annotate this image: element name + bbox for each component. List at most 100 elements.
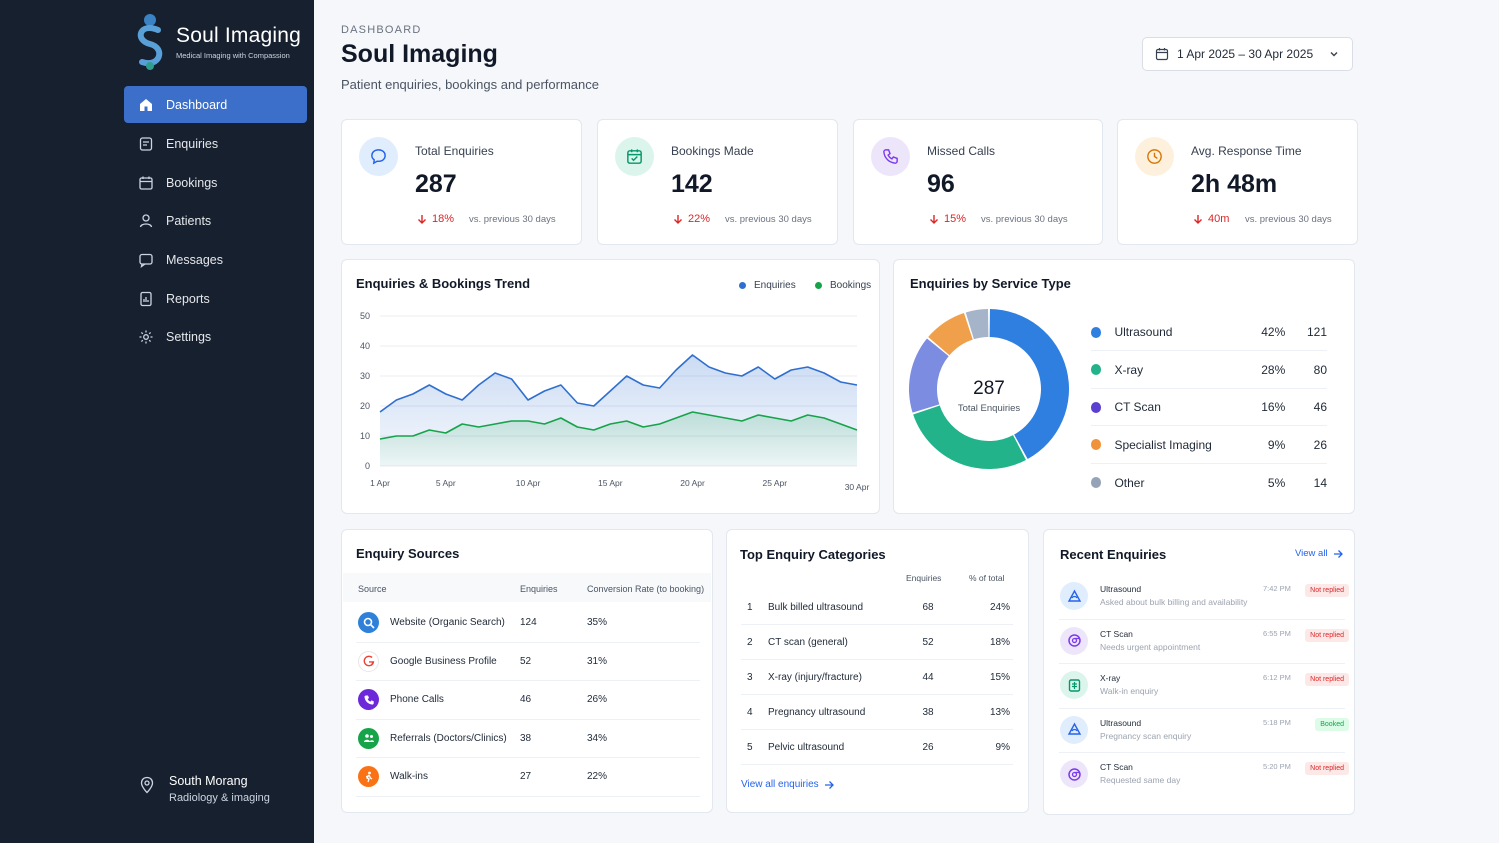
data-point-enquiries[interactable] [427, 383, 431, 387]
data-point-enquiries[interactable] [509, 377, 513, 381]
data-point-bookings[interactable] [559, 416, 563, 420]
legend-item-enquiries[interactable]: Enquiries [739, 280, 796, 291]
data-point-bookings[interactable] [707, 413, 711, 417]
data-point-enquiries[interactable] [690, 353, 694, 357]
data-point-bookings[interactable] [394, 434, 398, 438]
list-item[interactable]: CT Scan Requested same day 5:20 PM Not repl… [1059, 753, 1349, 798]
list-item[interactable]: X-ray Walk-in enquiry 6:12 PM Not replied [1059, 664, 1349, 709]
service-row[interactable]: Ultrasound 42% 121 [1091, 314, 1327, 351]
data-point-bookings[interactable] [608, 422, 612, 426]
kpi-card-bookings-made[interactable]: Bookings Made 142 22% vs. previous 30 da… [597, 119, 838, 245]
table-row[interactable]: 5 Pelvic ultrasound 26 9% [741, 730, 1013, 765]
sidebar-item-messages[interactable]: Messages [124, 241, 307, 280]
data-point-bookings[interactable] [411, 434, 415, 438]
brand[interactable]: Soul Imaging Medical Imaging with Compas… [130, 12, 301, 72]
data-point-bookings[interactable] [526, 419, 530, 423]
service-row[interactable]: X-ray 28% 80 [1091, 352, 1327, 389]
view-all-link[interactable]: View all [1295, 548, 1343, 559]
list-item[interactable]: CT Scan Needs urgent appointment 6:55 PM No… [1059, 620, 1349, 664]
data-point-bookings[interactable] [444, 431, 448, 435]
data-point-bookings[interactable] [378, 437, 382, 441]
data-point-enquiries[interactable] [378, 410, 382, 414]
data-point-enquiries[interactable] [789, 368, 793, 372]
data-point-bookings[interactable] [838, 422, 842, 426]
data-point-enquiries[interactable] [838, 380, 842, 384]
data-point-bookings[interactable] [460, 422, 464, 426]
donut-slice-x-ray[interactable] [913, 405, 1026, 469]
data-point-enquiries[interactable] [542, 389, 546, 393]
data-point-enquiries[interactable] [411, 392, 415, 396]
list-item[interactable]: Ultrasound Asked about bulk billing and a… [1059, 575, 1349, 620]
data-point-bookings[interactable] [822, 416, 826, 420]
data-point-bookings[interactable] [641, 425, 645, 429]
data-point-bookings[interactable] [674, 416, 678, 420]
data-point-enquiries[interactable] [575, 401, 579, 405]
service-row[interactable]: Specialist Imaging 9% 26 [1091, 427, 1327, 464]
data-point-enquiries[interactable] [625, 374, 629, 378]
data-point-enquiries[interactable] [460, 398, 464, 402]
data-point-bookings[interactable] [805, 413, 809, 417]
sidebar-item-reports[interactable]: Reports [124, 279, 307, 318]
data-point-enquiries[interactable] [822, 371, 826, 375]
data-point-bookings[interactable] [723, 416, 727, 420]
data-point-enquiries[interactable] [657, 386, 661, 390]
kpi-card-missed-calls[interactable]: Missed Calls 96 15% vs. previous 30 days [853, 119, 1103, 245]
data-point-enquiries[interactable] [444, 392, 448, 396]
data-point-enquiries[interactable] [707, 365, 711, 369]
data-point-enquiries[interactable] [394, 398, 398, 402]
data-point-enquiries[interactable] [476, 383, 480, 387]
data-point-bookings[interactable] [592, 428, 596, 432]
data-point-bookings[interactable] [789, 419, 793, 423]
data-point-bookings[interactable] [773, 416, 777, 420]
data-point-enquiries[interactable] [608, 389, 612, 393]
data-point-enquiries[interactable] [559, 383, 563, 387]
data-point-bookings[interactable] [756, 413, 760, 417]
table-row[interactable]: 1 Bulk billed ultrasound 68 24% [741, 590, 1013, 625]
data-point-bookings[interactable] [542, 422, 546, 426]
data-point-bookings[interactable] [657, 422, 661, 426]
date-range-picker[interactable]: 1 Apr 2025 – 30 Apr 2025 [1142, 37, 1353, 71]
data-point-bookings[interactable] [427, 428, 431, 432]
kpi-card-total-enquiries[interactable]: Total Enquiries 287 18% vs. previous 30 … [341, 119, 582, 245]
data-point-bookings[interactable] [740, 419, 744, 423]
data-point-bookings[interactable] [690, 410, 694, 414]
legend-item-bookings[interactable]: Bookings [815, 280, 871, 291]
data-point-enquiries[interactable] [740, 374, 744, 378]
donut-slice-other[interactable] [965, 309, 989, 340]
table-row[interactable]: 2 CT scan (general) 52 18% [741, 625, 1013, 660]
donut-slice-ultrasound[interactable] [989, 309, 1069, 460]
data-point-enquiries[interactable] [723, 371, 727, 375]
sidebar-item-dashboard[interactable]: Dashboard [124, 86, 307, 123]
data-point-enquiries[interactable] [773, 377, 777, 381]
table-row[interactable]: 3 X-ray (injury/fracture) 44 15% [741, 660, 1013, 695]
data-point-enquiries[interactable] [592, 404, 596, 408]
data-point-enquiries[interactable] [674, 368, 678, 372]
sidebar-item-enquiries[interactable]: Enquiries [124, 125, 307, 164]
kpi-card-avg-response-time[interactable]: Avg. Response Time 2h 48m 40m vs. previo… [1117, 119, 1358, 245]
data-point-bookings[interactable] [509, 419, 513, 423]
sidebar-item-settings[interactable]: Settings [124, 318, 307, 357]
table-row[interactable]: Website (Organic Search) 124 35% [356, 604, 700, 643]
data-point-enquiries[interactable] [855, 383, 859, 387]
table-row[interactable]: Google Business Profile 52 31% [356, 643, 700, 681]
data-point-enquiries[interactable] [641, 383, 645, 387]
data-point-bookings[interactable] [476, 425, 480, 429]
series-line-enquiries[interactable] [379, 354, 858, 413]
service-row[interactable]: Other 5% 14 [1091, 464, 1327, 501]
donut-slice-ct-scan[interactable] [909, 338, 949, 413]
table-row[interactable]: Referrals (Doctors/Clinics) 38 34% [356, 720, 700, 758]
data-point-bookings[interactable] [625, 419, 629, 423]
data-point-enquiries[interactable] [526, 398, 530, 402]
data-point-enquiries[interactable] [756, 365, 760, 369]
data-point-bookings[interactable] [855, 428, 859, 432]
view-all-enquiries-link[interactable]: View all enquiries [741, 779, 834, 790]
table-row[interactable]: 4 Pregnancy ultrasound 38 13% [741, 695, 1013, 730]
table-row[interactable]: Phone Calls 46 26% [356, 681, 700, 720]
sidebar-item-bookings[interactable]: Bookings [124, 164, 307, 203]
donut-slice-specialist-imaging[interactable] [928, 313, 973, 356]
service-row[interactable]: CT Scan 16% 46 [1091, 389, 1327, 426]
series-line-bookings[interactable] [379, 411, 858, 440]
data-point-bookings[interactable] [493, 422, 497, 426]
table-row[interactable]: Walk-ins 27 22% [356, 758, 700, 797]
data-point-enquiries[interactable] [493, 371, 497, 375]
